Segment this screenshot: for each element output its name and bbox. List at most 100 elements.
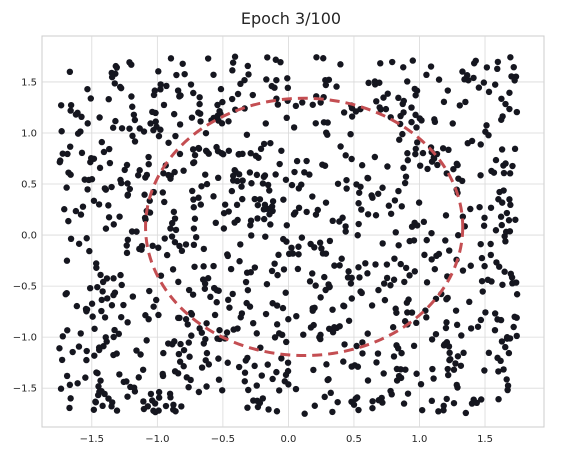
data-point xyxy=(399,130,406,138)
data-point xyxy=(170,401,177,409)
data-point xyxy=(397,374,405,382)
data-point xyxy=(141,191,148,198)
data-point xyxy=(147,120,154,127)
data-point xyxy=(477,172,484,179)
data-point xyxy=(256,399,264,407)
data-point xyxy=(267,139,274,147)
data-point xyxy=(368,302,376,309)
y-tick-label: −0.5 xyxy=(13,282,37,293)
data-point xyxy=(429,365,436,373)
data-point xyxy=(229,290,236,298)
data-point xyxy=(348,155,355,163)
data-point xyxy=(135,374,142,381)
data-point xyxy=(293,157,301,165)
data-point xyxy=(336,218,343,225)
data-point xyxy=(377,60,384,67)
data-points xyxy=(56,53,521,417)
data-point xyxy=(499,281,506,288)
data-point xyxy=(391,197,399,204)
data-point xyxy=(153,296,160,304)
decision-boundary xyxy=(144,96,465,358)
data-point xyxy=(364,211,372,218)
data-point xyxy=(400,64,407,71)
data-point xyxy=(210,262,217,270)
data-point xyxy=(282,176,290,183)
data-point xyxy=(155,132,163,140)
data-point xyxy=(475,84,483,91)
data-point xyxy=(117,271,124,279)
data-point xyxy=(215,376,223,383)
data-point xyxy=(225,118,232,125)
data-point xyxy=(74,130,82,137)
data-point xyxy=(340,109,348,116)
data-point xyxy=(318,245,325,252)
data-point xyxy=(466,298,473,306)
data-point xyxy=(275,251,282,259)
data-point xyxy=(462,98,469,106)
data-point xyxy=(181,70,188,78)
data-point xyxy=(195,194,202,201)
data-point xyxy=(452,307,460,314)
data-point xyxy=(442,324,450,332)
data-point xyxy=(497,357,504,365)
data-point xyxy=(381,296,389,304)
data-point xyxy=(77,330,84,337)
data-point xyxy=(88,300,96,307)
data-point xyxy=(387,210,395,217)
data-point xyxy=(322,76,329,84)
data-point xyxy=(99,278,107,286)
data-point xyxy=(449,120,456,127)
data-point xyxy=(171,215,179,222)
data-point xyxy=(245,386,252,394)
data-point xyxy=(364,175,372,182)
data-point xyxy=(284,84,292,92)
data-point xyxy=(317,335,324,343)
data-point xyxy=(295,243,302,250)
data-point xyxy=(444,294,451,302)
data-point xyxy=(200,263,207,270)
data-point xyxy=(413,87,421,94)
data-point xyxy=(237,80,244,88)
data-point xyxy=(393,365,401,373)
data-point xyxy=(355,200,362,207)
data-point xyxy=(380,94,387,101)
data-point xyxy=(223,329,231,336)
data-point xyxy=(333,83,340,90)
data-point xyxy=(123,161,131,169)
data-point xyxy=(262,233,269,240)
data-point xyxy=(78,149,86,157)
data-point xyxy=(246,169,254,176)
data-point xyxy=(280,196,287,203)
data-point xyxy=(446,247,453,254)
data-point xyxy=(175,350,183,358)
data-point xyxy=(404,157,412,164)
data-point xyxy=(254,201,262,209)
data-point xyxy=(348,295,356,302)
data-point xyxy=(216,326,223,334)
data-point xyxy=(493,259,500,266)
data-point xyxy=(395,187,402,195)
data-point xyxy=(260,140,268,148)
data-point xyxy=(293,312,300,320)
x-tick-labels: −1.5 −1.0 −0.5 0.0 0.5 1.0 1.5 xyxy=(80,434,493,445)
data-point xyxy=(160,101,168,109)
data-point xyxy=(292,385,300,393)
data-point xyxy=(402,173,410,180)
data-point xyxy=(498,146,506,153)
data-point xyxy=(503,209,511,217)
x-tick-label: 0.0 xyxy=(280,434,296,445)
data-point xyxy=(100,148,108,156)
data-point xyxy=(179,60,186,67)
data-point xyxy=(225,208,232,215)
data-point xyxy=(334,398,341,406)
data-point xyxy=(174,87,182,94)
data-point xyxy=(494,58,502,66)
data-point xyxy=(502,343,509,351)
data-point xyxy=(63,257,71,264)
data-point xyxy=(227,265,235,273)
data-point xyxy=(390,353,398,360)
data-point xyxy=(235,150,243,158)
data-point xyxy=(264,361,271,368)
data-point xyxy=(191,151,199,159)
data-point xyxy=(108,183,115,191)
